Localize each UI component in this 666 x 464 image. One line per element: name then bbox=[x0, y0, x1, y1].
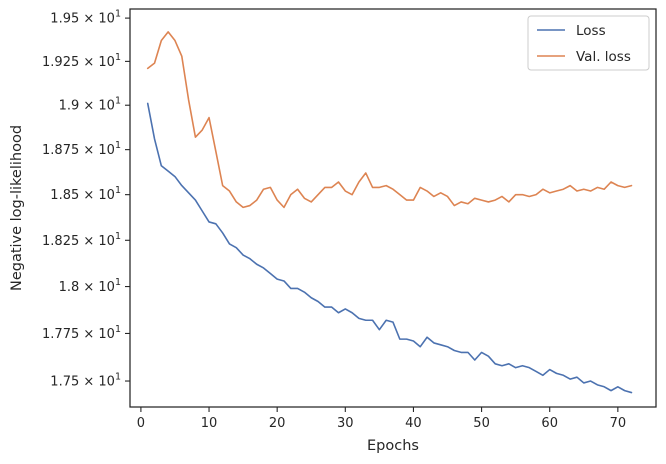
series-line-loss bbox=[146, 102, 633, 394]
legend-label-val-loss: Val. loss bbox=[576, 49, 631, 65]
x-tick-label: 20 bbox=[269, 416, 286, 431]
x-tick-label: 30 bbox=[337, 416, 354, 431]
x-axis-title: Epochs bbox=[367, 438, 419, 454]
y-tick-label: 1.825 × 101 bbox=[42, 231, 121, 249]
legend-label-loss: Loss bbox=[576, 23, 606, 39]
y-tick-label: 1.85 × 101 bbox=[50, 185, 121, 203]
y-tick-label: 1.875 × 101 bbox=[42, 140, 121, 158]
y-axis-title: Negative log-likelihood bbox=[9, 125, 25, 291]
series-line-val-loss bbox=[146, 31, 633, 209]
x-axis: 0 10 20 30 40 50 60 70 bbox=[137, 407, 626, 431]
y-tick-label: 1.925 × 101 bbox=[42, 52, 121, 70]
plot-lines bbox=[146, 31, 633, 394]
legend: Loss Val. loss bbox=[527, 15, 650, 71]
y-tick-label: 1.775 × 101 bbox=[42, 324, 121, 342]
x-tick-label: 40 bbox=[405, 416, 422, 431]
y-tick-label: 1.75 × 101 bbox=[50, 372, 121, 390]
y-tick-label: 1.8 × 101 bbox=[59, 277, 121, 295]
plot-frame bbox=[129, 8, 657, 408]
y-axis: 1.75 × 101 1.775 × 101 1.8 × 101 1.825 × 10… bbox=[42, 9, 130, 390]
x-tick-label: 50 bbox=[473, 416, 490, 431]
x-tick-label: 0 bbox=[137, 416, 145, 431]
y-tick-label: 1.95 × 101 bbox=[50, 9, 121, 27]
x-tick-label: 60 bbox=[541, 416, 558, 431]
y-tick-label: 1.9 × 101 bbox=[59, 96, 121, 114]
x-tick-label: 70 bbox=[610, 416, 627, 431]
x-tick-label: 10 bbox=[201, 416, 218, 431]
